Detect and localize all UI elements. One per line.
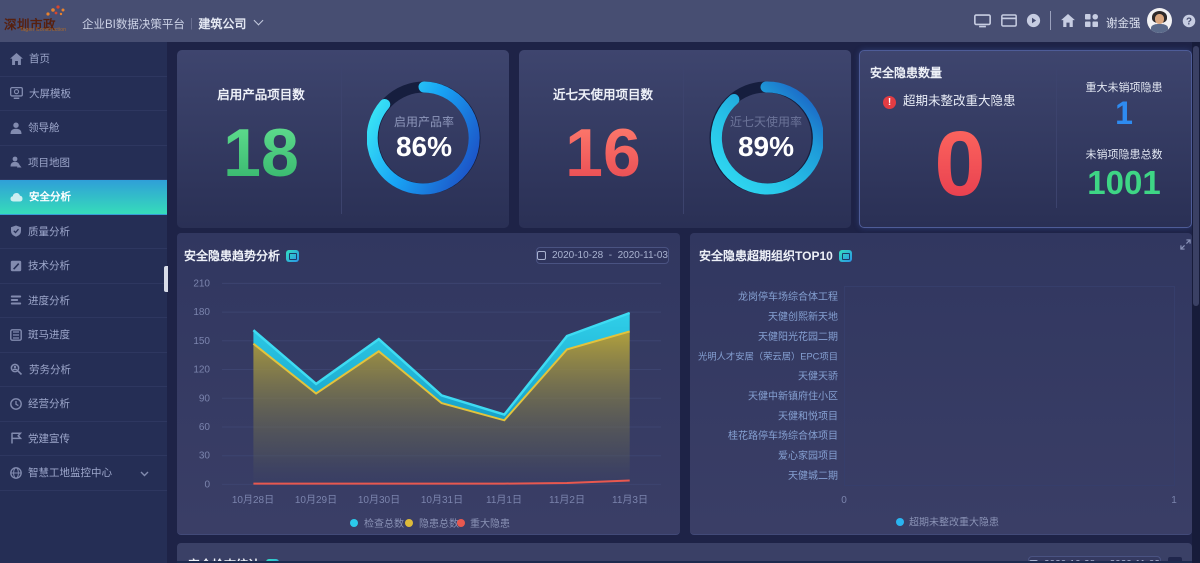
svg-text:天健天骄: 天健天骄 bbox=[798, 371, 838, 383]
svg-text:10月29日: 10月29日 bbox=[295, 494, 337, 506]
svg-text:天健阳光花园二期: 天健阳光花园二期 bbox=[758, 330, 838, 343]
svg-text:30: 30 bbox=[199, 451, 211, 462]
svg-text:光明人才安居（荣云居）EPC项目: 光明人才安居（荣云居）EPC项目 bbox=[698, 351, 838, 362]
svg-text:150: 150 bbox=[193, 336, 210, 347]
svg-text:90: 90 bbox=[199, 393, 211, 404]
svg-text:隐患总数: 隐患总数 bbox=[419, 517, 459, 530]
svg-text:龙岗停车场综合体工程: 龙岗停车场综合体工程 bbox=[738, 290, 838, 303]
svg-text:10月31日: 10月31日 bbox=[421, 494, 463, 506]
svg-text:120: 120 bbox=[193, 365, 210, 376]
svg-text:10月28日: 10月28日 bbox=[232, 494, 274, 506]
svg-text:爱心家园项目: 爱心家园项目 bbox=[778, 449, 838, 462]
svg-text:11月2日: 11月2日 bbox=[549, 494, 585, 506]
svg-text:?: ? bbox=[1186, 16, 1192, 27]
svg-text:天健城二期: 天健城二期 bbox=[788, 470, 838, 482]
svg-text:天健和悦项目: 天健和悦项目 bbox=[778, 409, 838, 422]
svg-text:10月30日: 10月30日 bbox=[358, 494, 400, 506]
svg-text:0: 0 bbox=[841, 495, 847, 506]
svg-text:11月3日: 11月3日 bbox=[612, 494, 648, 506]
svg-text:180: 180 bbox=[193, 307, 210, 318]
svg-text:桂花路停车场综合体项目: 桂花路停车场综合体项目 bbox=[728, 429, 838, 442]
svg-text:天健创熙新天地: 天健创熙新天地 bbox=[768, 310, 838, 323]
svg-text:0: 0 bbox=[204, 479, 210, 490]
svg-text:1: 1 bbox=[1171, 495, 1177, 506]
svg-text:检查总数: 检查总数 bbox=[364, 517, 404, 530]
svg-text:210: 210 bbox=[193, 278, 210, 289]
svg-text:天健中新镇府住小区: 天健中新镇府住小区 bbox=[748, 389, 838, 402]
svg-text:60: 60 bbox=[199, 422, 211, 433]
svg-text:11月1日: 11月1日 bbox=[486, 494, 522, 506]
svg-text:重大隐患: 重大隐患 bbox=[470, 517, 510, 530]
svg-text:超期未整改重大隐患: 超期未整改重大隐患 bbox=[909, 516, 999, 529]
